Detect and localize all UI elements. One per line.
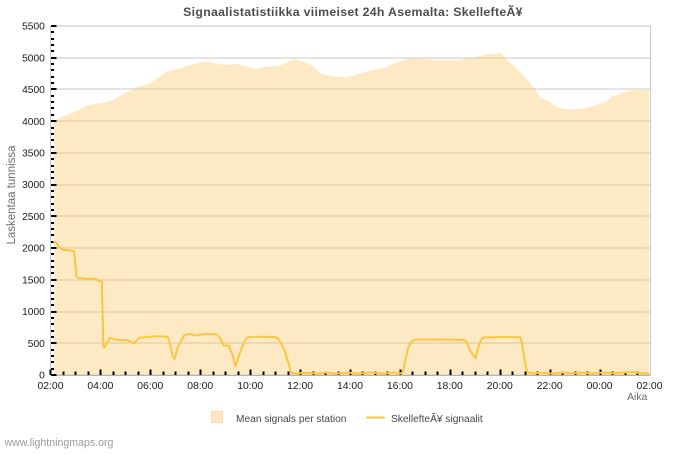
svg-text:Mean signals per station: Mean signals per station	[236, 414, 346, 425]
svg-text:02:00: 02:00	[636, 381, 662, 392]
svg-text:5500: 5500	[22, 22, 45, 33]
svg-text:2500: 2500	[22, 212, 45, 223]
svg-text:18:00: 18:00	[437, 381, 463, 392]
svg-text:4000: 4000	[22, 117, 45, 128]
svg-text:SkellefteÃ¥ signaalit: SkellefteÃ¥ signaalit	[391, 412, 483, 425]
svg-text:10:00: 10:00	[237, 381, 263, 392]
svg-text:16:00: 16:00	[387, 381, 413, 392]
svg-text:Laskentaa tunnissa: Laskentaa tunnissa	[6, 145, 18, 245]
svg-text:2000: 2000	[22, 244, 45, 255]
svg-text:5000: 5000	[22, 53, 45, 64]
svg-text:0: 0	[39, 371, 45, 382]
svg-text:12:00: 12:00	[287, 381, 313, 392]
svg-text:Signaalistatistiikka viimeiset: Signaalistatistiikka viimeiset 24h Asema…	[183, 4, 523, 19]
svg-text:20:00: 20:00	[487, 381, 513, 392]
svg-text:04:00: 04:00	[87, 381, 113, 392]
svg-text:08:00: 08:00	[187, 381, 213, 392]
svg-text:00:00: 00:00	[587, 381, 613, 392]
svg-text:02:00: 02:00	[37, 381, 63, 392]
svg-text:3500: 3500	[22, 149, 45, 160]
svg-text:14:00: 14:00	[337, 381, 363, 392]
svg-text:3000: 3000	[22, 180, 45, 191]
svg-text:1000: 1000	[22, 307, 45, 318]
svg-text:06:00: 06:00	[137, 381, 163, 392]
svg-text:22:00: 22:00	[537, 381, 563, 392]
svg-text:4500: 4500	[22, 85, 45, 96]
svg-text:Aika: Aika	[627, 392, 647, 403]
svg-text:500: 500	[28, 339, 45, 350]
svg-text:1500: 1500	[22, 275, 45, 286]
svg-text:www.lightningmaps.org: www.lightningmaps.org	[4, 437, 114, 449]
